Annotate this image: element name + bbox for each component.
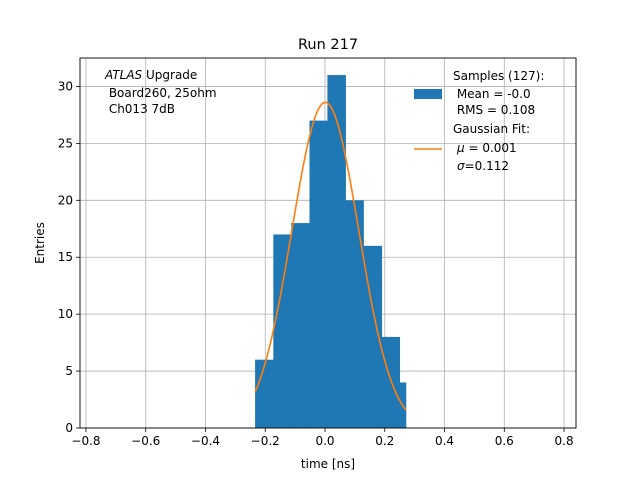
y-tick-label-1: 5	[65, 364, 73, 378]
x-tick-label-4: 0.0	[315, 434, 334, 448]
x-tick-label-7: 0.6	[495, 434, 514, 448]
x-tick-label-1: −0.6	[131, 434, 160, 448]
histogram-bar-2	[291, 223, 310, 428]
annotation-board: Board260, 25ohm	[105, 86, 217, 100]
legend-samples-swatch	[414, 89, 442, 99]
histogram-bar-0	[255, 359, 274, 428]
histogram-bar-6	[363, 245, 383, 428]
legend: Samples (127): Mean = -0.0 RMS = 0.108 G…	[414, 69, 544, 173]
y-tick-label-6: 30	[58, 79, 73, 93]
y-tick-label-2: 10	[58, 307, 73, 321]
x-tick-label-3: −0.2	[251, 434, 280, 448]
x-tick-label-5: 0.2	[375, 434, 394, 448]
plot-frame	[79, 57, 577, 429]
x-tick-label-6: 0.4	[435, 434, 454, 448]
svg-text:σ=0.112: σ=0.112	[457, 159, 509, 173]
legend-samples-mean: Mean = -0.0	[453, 87, 531, 101]
atlas-italic: ATLAS	[104, 68, 143, 82]
histogram-bar-1	[273, 234, 292, 428]
x-tick-label-2: −0.4	[191, 434, 220, 448]
y-tick-label-0: 0	[65, 421, 73, 435]
atlas-annotation: ATLAS Upgrade Board260, 25ohm Ch013 7dB	[104, 68, 217, 116]
histogram-bar-4	[327, 75, 346, 429]
x-axis-label: time [ns]	[301, 457, 355, 471]
x-axis-ticks: −0.8 −0.6 −0.4 −0.2 0.0 0.2 0.4 0.6 0.8	[71, 428, 574, 448]
chart-title: Run 217	[298, 37, 358, 53]
legend-fit-sigma-value: =0.112	[465, 159, 509, 173]
y-tick-label-3: 15	[58, 250, 73, 264]
atlas-upgrade: Upgrade	[142, 68, 197, 82]
annotation-channel: Ch013 7dB	[105, 102, 175, 116]
y-axis-label: Entries	[33, 222, 47, 264]
histogram-bars	[255, 75, 407, 429]
legend-fit-title: Gaussian Fit:	[453, 122, 530, 136]
x-tick-label-8: 0.8	[555, 434, 574, 448]
legend-fit-mu-value: = 0.001	[465, 141, 517, 155]
svg-text:μ = 0.001: μ = 0.001	[456, 141, 517, 155]
y-axis-ticks: 0 5 10 15 20 25 30	[58, 79, 80, 435]
histogram-bar-3	[309, 120, 328, 428]
legend-fit-mu-symbol: μ	[456, 141, 465, 155]
legend-samples-title: Samples (127):	[453, 69, 544, 83]
gaussian-fit-curve	[254, 101, 407, 411]
y-tick-label-4: 20	[58, 193, 73, 207]
x-tick-label-0: −0.8	[71, 434, 100, 448]
legend-samples-rms: RMS = 0.108	[453, 103, 535, 117]
y-tick-label-5: 25	[58, 136, 73, 150]
histogram-bar-5	[345, 200, 364, 428]
svg-text:ATLAS Upgrade: ATLAS Upgrade	[104, 68, 197, 82]
legend-fit-sigma-symbol: σ	[457, 159, 465, 173]
